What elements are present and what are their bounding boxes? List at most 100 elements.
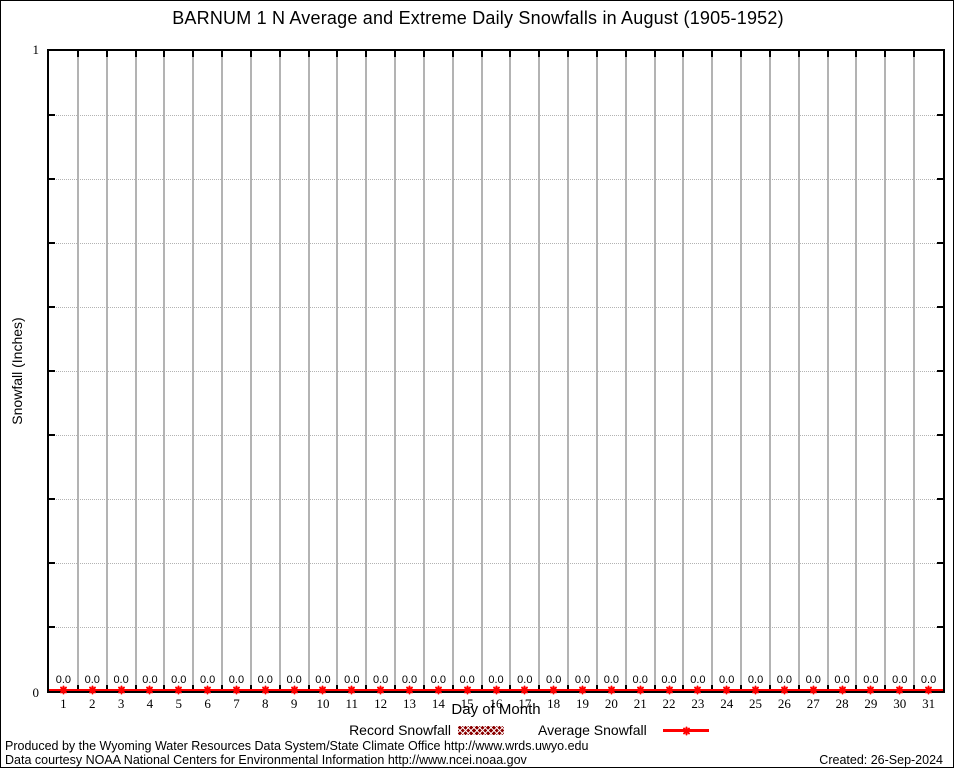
value-label: 0.0 bbox=[344, 674, 360, 686]
grid-hline bbox=[49, 179, 943, 180]
x-tick-bottom bbox=[480, 685, 483, 691]
x-tick-top bbox=[826, 51, 829, 57]
x-tick-top bbox=[278, 51, 281, 57]
average-snowfall-marker bbox=[520, 685, 530, 695]
chart-title: BARNUM 1 N Average and Extreme Daily Sno… bbox=[172, 8, 784, 28]
x-tick-bottom bbox=[249, 685, 252, 691]
value-label: 0.0 bbox=[805, 674, 821, 686]
value-label: 0.0 bbox=[286, 674, 302, 686]
average-snowfall-marker bbox=[693, 685, 703, 695]
average-snowfall-marker bbox=[635, 685, 645, 695]
x-tick-bottom bbox=[221, 685, 224, 691]
x-tick-top bbox=[595, 51, 598, 57]
y-tick-right bbox=[937, 498, 943, 500]
y-tick-right bbox=[937, 242, 943, 244]
x-tick-top bbox=[567, 51, 570, 57]
x-tick-day-label: 22 bbox=[662, 696, 676, 711]
x-tick-top bbox=[884, 51, 887, 57]
x-tick-bottom bbox=[797, 685, 800, 691]
value-label: 0.0 bbox=[892, 674, 908, 686]
value-label: 0.0 bbox=[315, 674, 331, 686]
x-tick-bottom bbox=[855, 685, 858, 691]
value-label: 0.0 bbox=[719, 674, 735, 686]
y-tick-left bbox=[49, 370, 55, 372]
x-tick-bottom bbox=[768, 685, 771, 691]
x-tick-top bbox=[653, 51, 656, 57]
x-tick-top bbox=[797, 51, 800, 57]
average-snowfall-marker bbox=[433, 685, 443, 695]
grid-hline bbox=[49, 307, 943, 308]
x-tick-day-label: 24 bbox=[720, 696, 734, 711]
average-snowfall-marker bbox=[924, 685, 934, 695]
x-tick-bottom bbox=[307, 685, 310, 691]
value-label: 0.0 bbox=[661, 674, 677, 686]
average-snowfall-marker bbox=[404, 685, 414, 695]
record-snowfall-swatch-icon bbox=[458, 726, 504, 735]
x-tick-top bbox=[192, 51, 195, 57]
average-snowfall-marker bbox=[203, 685, 213, 695]
grid-hline bbox=[49, 115, 943, 116]
value-label: 0.0 bbox=[632, 674, 648, 686]
x-tick-top bbox=[624, 51, 627, 57]
x-tick-day-label: 5 bbox=[175, 696, 183, 711]
average-snowfall-marker bbox=[866, 685, 876, 695]
average-snowfall-marker bbox=[260, 685, 270, 695]
y-tick-left bbox=[49, 434, 55, 436]
x-tick-day-label: 20 bbox=[604, 696, 618, 711]
average-snowfall-marker bbox=[751, 685, 761, 695]
average-snowfall-marker bbox=[289, 685, 299, 695]
x-tick-top bbox=[711, 51, 714, 57]
x-tick-day-label: 27 bbox=[806, 696, 820, 711]
value-label: 0.0 bbox=[488, 674, 504, 686]
footer-data-courtesy-text: Data courtesy NOAA National Centers for … bbox=[5, 753, 527, 767]
y-tick-left bbox=[49, 498, 55, 500]
x-tick-day-label: 31 bbox=[922, 696, 936, 711]
average-snowfall-marker bbox=[808, 685, 818, 695]
x-tick-bottom bbox=[711, 685, 714, 691]
x-tick-bottom bbox=[913, 685, 916, 691]
average-snowfall-marker bbox=[347, 685, 357, 695]
x-tick-top bbox=[538, 51, 541, 57]
x-tick-top bbox=[221, 51, 224, 57]
x-tick-top bbox=[105, 51, 108, 57]
x-tick-day-label: 10 bbox=[316, 696, 330, 711]
value-label: 0.0 bbox=[257, 674, 273, 686]
x-tick-day-label: 1 bbox=[60, 696, 67, 711]
x-tick-day-label: 15 bbox=[460, 696, 474, 711]
value-label: 0.0 bbox=[776, 674, 793, 686]
x-tick-day-label: 29 bbox=[864, 696, 878, 711]
y-tick-left bbox=[49, 562, 55, 564]
x-tick-top bbox=[365, 51, 368, 57]
x-tick-day-label: 19 bbox=[576, 696, 590, 711]
x-tick-top bbox=[682, 51, 685, 57]
average-snowfall-marker bbox=[722, 685, 732, 695]
y-tick-left bbox=[49, 178, 55, 180]
x-tick-day-label: 18 bbox=[547, 696, 561, 711]
value-label: 0.0 bbox=[372, 674, 389, 686]
x-tick-bottom bbox=[422, 685, 425, 691]
x-tick-bottom bbox=[624, 685, 627, 691]
average-snowfall-marker bbox=[664, 685, 674, 695]
x-tick-top bbox=[740, 51, 743, 57]
y-tick-right bbox=[937, 626, 943, 628]
value-label: 0.0 bbox=[199, 674, 216, 686]
value-label: 0.0 bbox=[401, 674, 418, 686]
y-tick-right bbox=[937, 562, 943, 564]
x-tick-day-label: 26 bbox=[777, 696, 791, 711]
value-label: 0.0 bbox=[459, 674, 475, 686]
average-snowfall-marker bbox=[491, 685, 501, 695]
x-tick-day-label: 13 bbox=[402, 696, 416, 711]
x-tick-top bbox=[509, 51, 512, 57]
x-tick-day-label: 7 bbox=[233, 696, 240, 711]
y-tick-right bbox=[937, 114, 943, 116]
value-label: 0.0 bbox=[142, 674, 158, 686]
y-tick-right bbox=[937, 306, 943, 308]
x-tick-bottom bbox=[653, 685, 656, 691]
value-label: 0.0 bbox=[834, 674, 850, 686]
average-snowfall-marker bbox=[549, 685, 559, 695]
x-tick-day-label: 8 bbox=[262, 696, 269, 711]
x-tick-top bbox=[249, 51, 252, 57]
x-tick-bottom bbox=[826, 685, 829, 691]
value-label: 0.0 bbox=[84, 674, 100, 686]
